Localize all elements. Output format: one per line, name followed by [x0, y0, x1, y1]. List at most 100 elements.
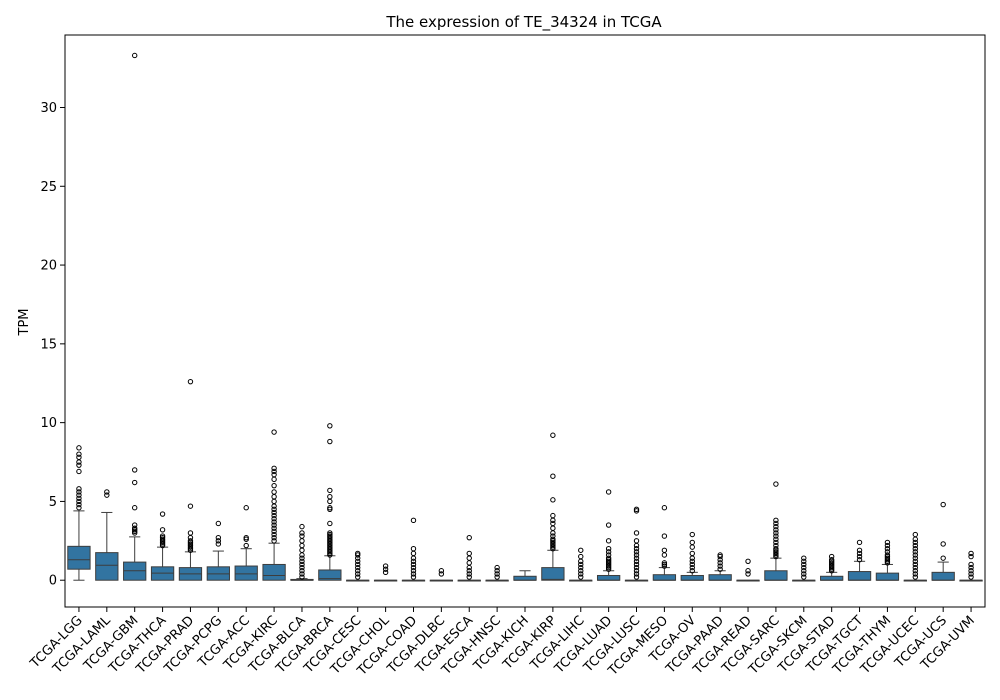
outlier-point	[605, 522, 612, 528]
outlier-point	[661, 505, 668, 511]
outlier-point	[382, 569, 389, 576]
outlier-point	[605, 549, 612, 555]
outlier-point	[968, 564, 974, 571]
outlier-point	[633, 549, 640, 555]
outlier-point	[689, 539, 695, 546]
outlier-point	[355, 552, 361, 558]
outlier-point	[299, 561, 305, 568]
outlier-point	[912, 549, 919, 555]
outlier-point	[76, 489, 82, 495]
outlier-point	[633, 552, 640, 558]
outlier-point	[633, 574, 640, 580]
outlier-point	[159, 511, 166, 517]
outlier-point	[271, 489, 277, 495]
outlier-point	[131, 522, 138, 528]
outlier-point	[131, 467, 138, 473]
outlier-point	[131, 525, 138, 531]
outlier-point	[661, 552, 668, 558]
outlier-point	[550, 520, 556, 527]
box	[234, 565, 258, 581]
box-group	[346, 550, 370, 582]
outlier-point	[271, 429, 277, 435]
outlier-point	[271, 516, 277, 522]
outlier-point	[131, 52, 138, 59]
outlier-point	[968, 553, 974, 560]
box-group	[123, 52, 147, 581]
outlier-point	[187, 541, 194, 547]
outlier-point	[299, 552, 305, 558]
outlier-point	[801, 561, 807, 568]
outlier-point	[912, 552, 919, 558]
outlier-point	[912, 542, 919, 549]
outlier-point	[382, 563, 389, 569]
box	[764, 570, 788, 581]
outlier-point	[131, 479, 138, 486]
outlier-point	[801, 564, 807, 571]
outlier-point	[76, 454, 82, 461]
box-group	[959, 550, 983, 582]
outlier-point	[884, 552, 891, 558]
outlier-point	[494, 564, 500, 571]
outlier-point	[410, 571, 417, 577]
box-group	[624, 506, 649, 582]
box-group	[485, 564, 509, 582]
box-group	[847, 539, 872, 581]
y-axis-label: TPM	[17, 309, 32, 337]
outlier-point	[940, 555, 946, 561]
outlier-point	[271, 471, 277, 478]
outlier-point	[355, 561, 361, 568]
outlier-point	[410, 574, 417, 580]
outlier-point	[884, 545, 891, 552]
outlier-point	[968, 574, 974, 580]
outlier-point	[327, 487, 333, 494]
box	[95, 552, 119, 581]
box-group	[903, 531, 927, 582]
box	[931, 571, 955, 581]
outlier-point	[801, 555, 807, 561]
outlier-point	[550, 497, 556, 503]
outlier-point	[215, 538, 222, 544]
outlier-point	[271, 476, 277, 483]
box-group	[178, 378, 203, 581]
outlier-point	[271, 528, 277, 535]
outlier-point	[159, 527, 166, 533]
outlier-point	[355, 564, 361, 571]
outlier-point	[633, 538, 640, 544]
outlier-point	[578, 574, 584, 580]
outlier-point	[355, 571, 361, 577]
outlier-point	[633, 545, 640, 552]
outlier-point	[410, 555, 417, 561]
outlier-point	[912, 555, 919, 561]
outlier-point	[745, 558, 751, 565]
outlier-point	[494, 571, 500, 577]
outlier-point	[104, 489, 110, 495]
box-group	[736, 558, 760, 582]
outlier-point	[76, 445, 82, 451]
outlier-point	[578, 561, 584, 568]
box-group	[234, 505, 258, 581]
box	[875, 572, 900, 581]
outlier-point	[912, 531, 919, 538]
outlier-point	[355, 558, 361, 565]
y-tick-label: 5	[49, 495, 57, 510]
outlier-point	[856, 539, 863, 546]
outlier-point	[717, 560, 723, 566]
box-group	[95, 489, 119, 581]
outlier-point	[912, 536, 919, 542]
box	[67, 545, 91, 570]
outlier-point	[633, 568, 640, 574]
outlier-point	[271, 509, 277, 516]
outlier-point	[438, 568, 445, 574]
outlier-point	[940, 541, 946, 547]
box-group	[150, 511, 175, 581]
outlier-point	[187, 503, 194, 509]
box-group	[569, 547, 593, 582]
outlier-point	[76, 498, 82, 505]
outlier-point	[661, 563, 668, 569]
outlier-point	[466, 568, 472, 574]
outlier-point	[801, 568, 807, 574]
outlier-point	[578, 564, 584, 571]
outlier-point	[299, 542, 305, 549]
outlier-point	[76, 459, 82, 465]
